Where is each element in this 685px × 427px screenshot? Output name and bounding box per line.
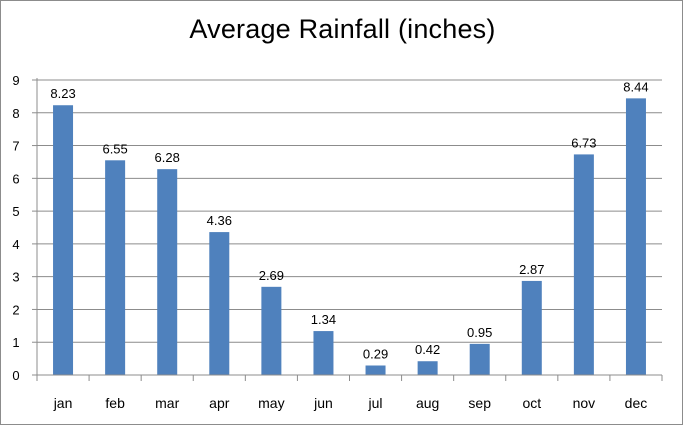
y-tick-label: 1	[12, 335, 19, 350]
chart-title: Average Rainfall (inches)	[189, 14, 496, 44]
data-label-feb: 6.55	[102, 141, 127, 156]
data-label-sep: 0.95	[467, 325, 492, 340]
y-tick-label: 7	[12, 139, 19, 154]
axes	[32, 78, 663, 381]
bar-oct	[521, 280, 542, 375]
y-tick-label: 3	[12, 270, 19, 285]
category-label-jul: jul	[368, 395, 383, 411]
bar-feb	[105, 160, 126, 375]
bar-sep	[469, 343, 490, 375]
y-tick-label: 4	[12, 237, 19, 252]
category-label-oct: oct	[522, 395, 541, 411]
y-tick-label: 5	[12, 204, 19, 219]
bar-may	[261, 286, 282, 375]
y-tick-label: 9	[12, 73, 19, 88]
y-tick-label: 8	[12, 106, 19, 121]
bar-jun	[313, 331, 334, 375]
category-label-sep: sep	[468, 395, 491, 411]
category-label-feb: feb	[105, 395, 125, 411]
data-label-dec: 8.44	[623, 79, 648, 94]
category-label-apr: apr	[209, 395, 230, 411]
data-label-jul: 0.29	[363, 346, 388, 361]
labels: 0 1 2 3 4 5 6 7 8 9 8.23 jan 6.55 feb 6.28 mar 4.36 apr 2.…	[12, 73, 648, 411]
bar-jan	[53, 105, 74, 375]
y-tick-label: 2	[12, 302, 19, 317]
data-label-apr: 4.36	[207, 213, 232, 228]
category-label-dec: dec	[625, 395, 648, 411]
category-label-nov: nov	[573, 395, 596, 411]
data-label-mar: 6.28	[155, 150, 180, 165]
category-label-aug: aug	[416, 395, 439, 411]
bar-apr	[209, 232, 230, 375]
bar-jul	[365, 365, 386, 375]
data-label-jun: 1.34	[311, 312, 336, 327]
gridlines	[37, 79, 662, 343]
bar-aug	[417, 361, 438, 375]
bar-nov	[573, 154, 594, 375]
category-label-may: may	[258, 395, 284, 411]
data-label-may: 2.69	[259, 268, 284, 283]
y-tick-label: 0	[12, 368, 19, 383]
data-label-nov: 6.73	[571, 135, 596, 150]
bar-mar	[157, 169, 178, 375]
category-label-mar: mar	[155, 395, 179, 411]
y-tick-label: 6	[12, 171, 19, 186]
data-label-oct: 2.87	[519, 262, 544, 277]
category-label-jan: jan	[53, 395, 73, 411]
bars	[53, 98, 646, 375]
category-label-jun: jun	[313, 395, 333, 411]
data-label-aug: 0.42	[415, 342, 440, 357]
data-label-jan: 8.23	[50, 86, 75, 101]
bar-dec	[625, 98, 646, 375]
